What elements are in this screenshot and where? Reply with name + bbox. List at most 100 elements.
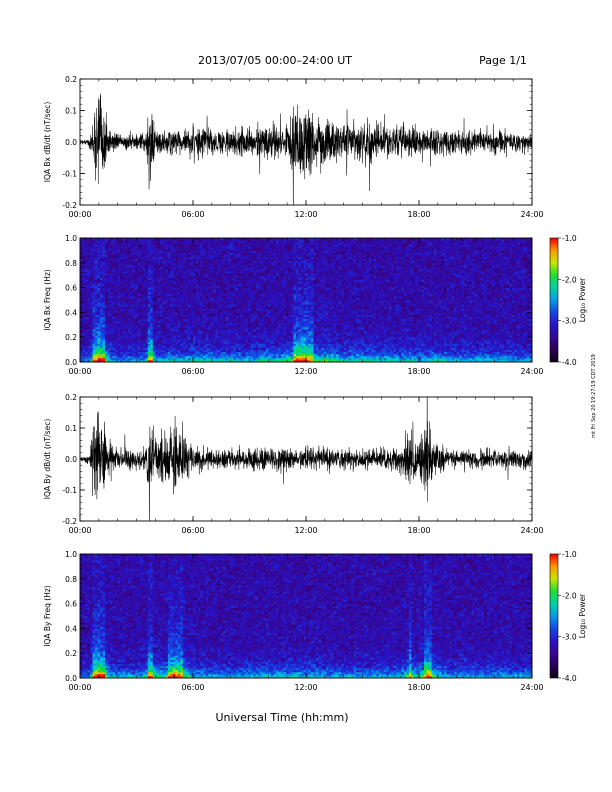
spectrogram-cell <box>150 295 154 299</box>
spectrogram-cell <box>223 256 227 260</box>
spectrogram-cell <box>110 318 114 322</box>
spectrogram-cell <box>233 240 237 243</box>
spectrogram-cell <box>107 351 111 355</box>
spectrogram-cell <box>180 254 184 257</box>
spectrogram-cell <box>193 285 196 288</box>
spectrogram-cell <box>238 293 242 297</box>
spectrogram-cell <box>145 297 149 301</box>
spectrogram-cell <box>203 275 206 278</box>
spectrogram-cell <box>120 293 124 297</box>
spectrogram-cell <box>135 242 139 245</box>
spectrogram-cell <box>198 271 201 274</box>
spectrogram-cell <box>233 320 237 324</box>
spectrogram-cell <box>145 283 149 286</box>
spectrogram-cell <box>208 287 211 291</box>
spectrogram-cell <box>127 279 131 282</box>
spectrogram-cell <box>135 355 139 359</box>
spectrogram-cell <box>200 275 204 278</box>
spectrogram-cell <box>225 353 229 357</box>
spectrogram-cell <box>213 250 216 253</box>
spectrogram-cell <box>142 304 146 307</box>
spectrogram-cell <box>230 357 234 361</box>
spectrogram-cell <box>177 289 181 293</box>
spectrogram-cell <box>218 287 222 291</box>
spectrogram-cell <box>162 269 166 272</box>
spectrogram-cell <box>135 248 139 251</box>
spectrogram-cell <box>225 252 229 255</box>
spectrogram-cell <box>175 242 179 245</box>
spectrogram-cell <box>105 262 109 266</box>
spectrogram-cell <box>180 242 184 245</box>
spectrogram-cell <box>190 328 194 332</box>
spectrogram-cell <box>87 318 91 322</box>
spectrogram-cell <box>205 250 209 253</box>
spectrogram-cell <box>180 289 184 293</box>
spectrogram-cell <box>240 359 244 363</box>
spectrogram-cell <box>155 324 159 328</box>
spectrogram-cell <box>152 316 156 319</box>
spectrogram-cell <box>187 291 191 295</box>
spectrogram-cell <box>193 326 196 330</box>
spectrogram-cell <box>233 297 237 301</box>
spectrogram-cell <box>180 314 184 317</box>
spectrogram-cell <box>230 266 234 270</box>
spectrogram-cell <box>213 345 216 348</box>
spectrogram-cell <box>165 341 169 344</box>
spectrogram-cell <box>218 357 222 361</box>
spectrogram-cell <box>145 293 149 297</box>
spectrogram-cell <box>142 359 146 363</box>
spectrogram-cell <box>135 254 139 257</box>
spectrogram-cell <box>132 328 136 332</box>
spectrogram-cell <box>132 269 136 272</box>
spectrogram-cell <box>233 324 237 328</box>
spectrogram-cell <box>160 240 164 243</box>
spectrogram-cell <box>208 291 211 295</box>
spectrogram-cell <box>228 302 232 305</box>
spectrogram-cell <box>117 275 121 278</box>
spectrogram-cell <box>92 289 96 293</box>
spectrogram-cell <box>110 291 114 295</box>
spectrogram-cell <box>240 347 244 350</box>
spectrogram-cell <box>82 357 86 361</box>
spectrogram-cell <box>230 273 234 276</box>
spectrogram-cell <box>213 318 216 322</box>
spectrogram-cell <box>170 351 174 355</box>
spectrogram-cell <box>218 246 222 249</box>
spectrogram-cell <box>243 355 247 359</box>
spectrogram-cell <box>220 291 224 295</box>
spectrogram-cell <box>115 287 119 291</box>
spectrogram-cell <box>162 322 166 326</box>
spectrogram-cell <box>235 264 239 268</box>
spectrogram-cell <box>105 328 109 332</box>
spectrogram-cell <box>190 353 194 357</box>
spectrogram-cell <box>195 266 199 270</box>
spectrogram-cell <box>87 295 91 299</box>
spectrogram-cell <box>152 250 156 253</box>
spectrogram-cell <box>117 300 121 303</box>
spectrogram-cell <box>80 246 83 249</box>
spectrogram-cell <box>135 353 139 357</box>
spectrogram-cell <box>233 308 237 311</box>
spectrogram-cell <box>160 320 164 324</box>
spectrogram-cell <box>122 353 126 357</box>
spectrogram-cell <box>90 264 93 268</box>
spectrogram-cell <box>215 242 219 245</box>
spectrogram-cell <box>165 343 169 346</box>
spectrogram-cell <box>180 279 184 282</box>
spectrogram-cell <box>155 312 159 315</box>
spectrogram-cell <box>115 244 119 247</box>
spectrogram-cell <box>198 244 201 247</box>
spectrogram-cell <box>145 324 149 328</box>
spectrogram-cell <box>105 277 109 280</box>
spectrogram-cell <box>80 262 83 266</box>
spectrogram-cell <box>137 242 141 245</box>
spectrogram-cell <box>230 260 234 264</box>
spectrogram-cell <box>142 343 146 346</box>
spectrogram-cell <box>225 343 229 346</box>
spectrogram-cell <box>102 357 106 361</box>
spectrogram-cell <box>228 266 232 270</box>
spectrogram-cell <box>200 285 204 288</box>
spectrogram-cell <box>87 297 91 301</box>
spectrogram-cell <box>100 293 103 297</box>
spectrogram-cell <box>243 359 247 363</box>
